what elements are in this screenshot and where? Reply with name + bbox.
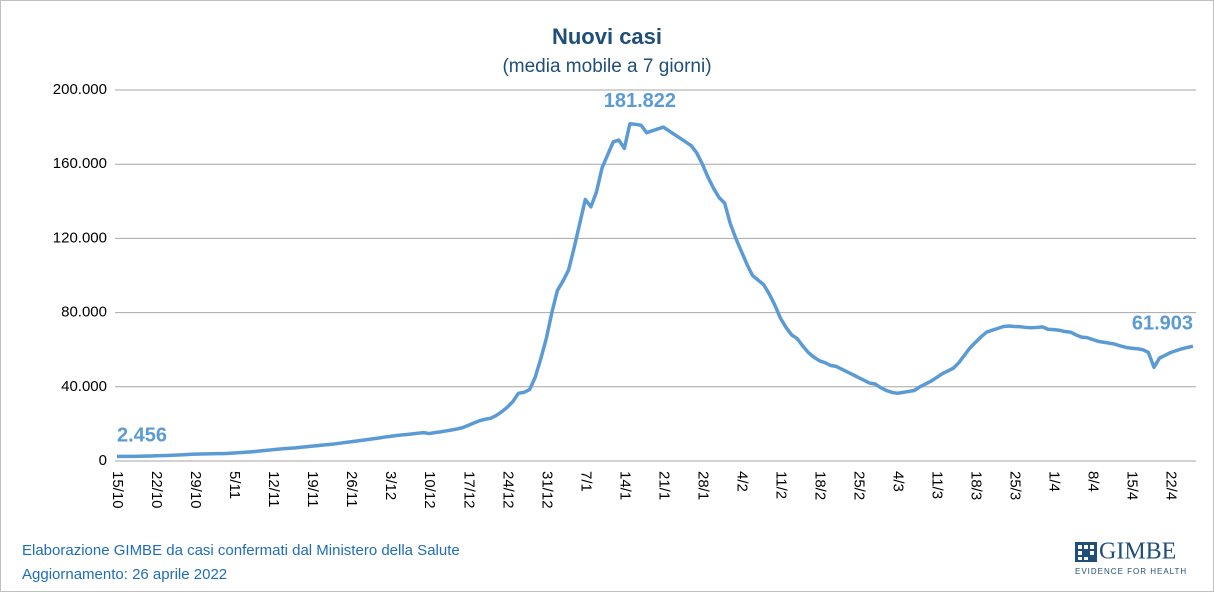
data-label: 61.903 [1132,312,1193,334]
logo: GIMBE [1099,539,1176,565]
x-tick-label: 12/11 [265,471,282,507]
x-tick-label: 4/3 [890,471,907,492]
x-tick-label: 1/4 [1046,471,1063,492]
x-tick-label: 18/3 [968,471,985,500]
x-tick-label: 22/10 [148,471,165,509]
x-tick-label: 5/11 [226,471,243,499]
y-tick-label: 200.000 [53,81,107,98]
logo-tagline: EVIDENCE FOR HEALTH [1075,567,1187,576]
x-tick-label: 11/2 [772,471,789,499]
x-tick-label: 24/12 [499,471,516,509]
x-tick-label: 21/1 [655,471,672,500]
x-tick-label: 10/12 [421,471,438,509]
x-tick-label: 18/2 [811,471,828,500]
data-line [116,121,1194,459]
x-tick-label: 28/1 [694,471,711,500]
y-tick-label: 40.000 [61,378,107,395]
x-tick-label: 15/10 [109,471,126,509]
source-note: Elaborazione GIMBE da casi confermati da… [22,542,460,559]
x-tick-label: 8/4 [1085,471,1102,492]
x-tick-label: 3/12 [382,471,399,500]
chart-title: Nuovi casi [552,24,662,49]
x-tick-label: 14/1 [616,471,633,500]
x-tick-label: 22/4 [1163,471,1180,500]
x-tick-label: 29/10 [187,471,204,509]
logo-icon [1075,542,1097,562]
y-tick-label: 80.000 [61,304,107,321]
x-tick-label: 11/3 [929,471,946,499]
y-tick-label: 0 [99,452,107,469]
data-label: 2.456 [117,425,167,447]
x-tick-label: 26/11 [343,471,360,507]
update-note: Aggiornamento: 26 aprile 2022 [22,566,227,583]
data-label: 181.822 [604,90,676,112]
x-tick-label: 25/2 [851,471,868,500]
y-tick-label: 120.000 [53,229,107,246]
x-tick-label: 31/12 [538,471,555,509]
x-tick-label: 4/2 [733,471,750,492]
chart-subtitle: (media mobile a 7 giorni) [502,56,711,77]
x-tick-label: 15/4 [1124,471,1141,500]
x-tick-label: 7/1 [577,471,594,492]
x-tick-label: 19/11 [304,471,321,507]
x-tick-label: 25/3 [1007,471,1024,500]
y-tick-label: 160.000 [53,155,107,172]
x-tick-label: 17/12 [460,471,477,509]
